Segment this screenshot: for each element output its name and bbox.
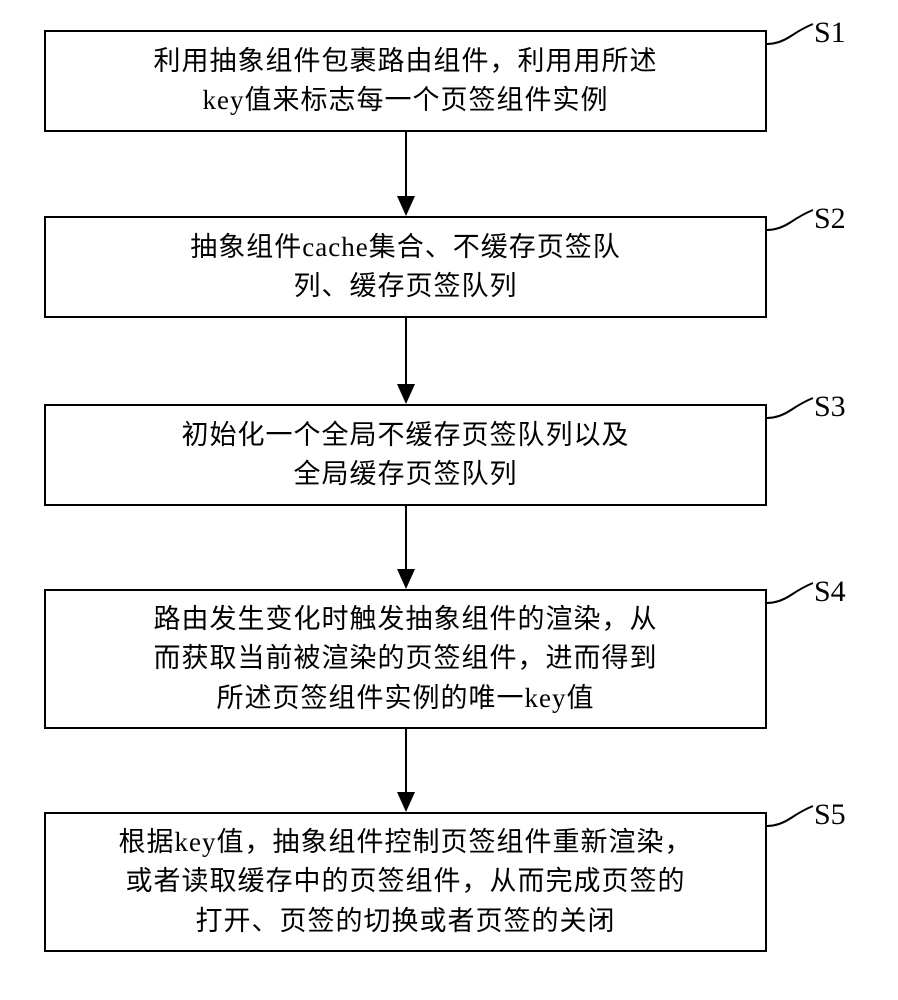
arrow-head-s1-s2: [397, 196, 415, 216]
step-text-s3: 初始化一个全局不缓存页签队列以及 全局缓存页签队列: [182, 416, 630, 494]
arrow-s1-s2: [405, 132, 407, 196]
label-curve-s5: [767, 804, 817, 840]
step-text-s1: 利用抽象组件包裹路由组件，利用用所述 key值来标志每一个页签组件实例: [154, 42, 658, 120]
arrow-head-s2-s3: [397, 384, 415, 404]
step-box-s1: 利用抽象组件包裹路由组件，利用用所述 key值来标志每一个页签组件实例: [44, 30, 767, 132]
arrow-s4-s5: [405, 729, 407, 792]
step-box-s2: 抽象组件cache集合、不缓存页签队 列、缓存页签队列: [44, 216, 767, 318]
step-label-s5: S5: [814, 798, 846, 832]
step-text-s5: 根据key值，抽象组件控制页签组件重新渲染， 或者读取缓存中的页签组件，从而完成…: [119, 823, 693, 940]
step-box-s5: 根据key值，抽象组件控制页签组件重新渲染， 或者读取缓存中的页签组件，从而完成…: [44, 812, 767, 952]
step-label-s1: S1: [814, 16, 846, 50]
step-text-s4: 路由发生变化时触发抽象组件的渲染，从 而获取当前被渲染的页签组件，进而得到 所述…: [154, 600, 658, 717]
label-curve-s3: [767, 396, 817, 432]
arrow-head-s4-s5: [397, 792, 415, 812]
step-label-s2: S2: [814, 202, 846, 236]
label-curve-s4: [767, 581, 817, 617]
flowchart-canvas: 利用抽象组件包裹路由组件，利用用所述 key值来标志每一个页签组件实例 S1 抽…: [0, 0, 898, 1000]
step-text-s2: 抽象组件cache集合、不缓存页签队 列、缓存页签队列: [190, 228, 620, 306]
step-box-s3: 初始化一个全局不缓存页签队列以及 全局缓存页签队列: [44, 404, 767, 506]
step-label-s3: S3: [814, 390, 846, 424]
arrow-s2-s3: [405, 318, 407, 384]
step-label-s4: S4: [814, 575, 846, 609]
label-curve-s2: [767, 208, 817, 244]
step-box-s4: 路由发生变化时触发抽象组件的渲染，从 而获取当前被渲染的页签组件，进而得到 所述…: [44, 589, 767, 729]
label-curve-s1: [767, 22, 817, 58]
arrow-head-s3-s4: [397, 569, 415, 589]
arrow-s3-s4: [405, 506, 407, 569]
